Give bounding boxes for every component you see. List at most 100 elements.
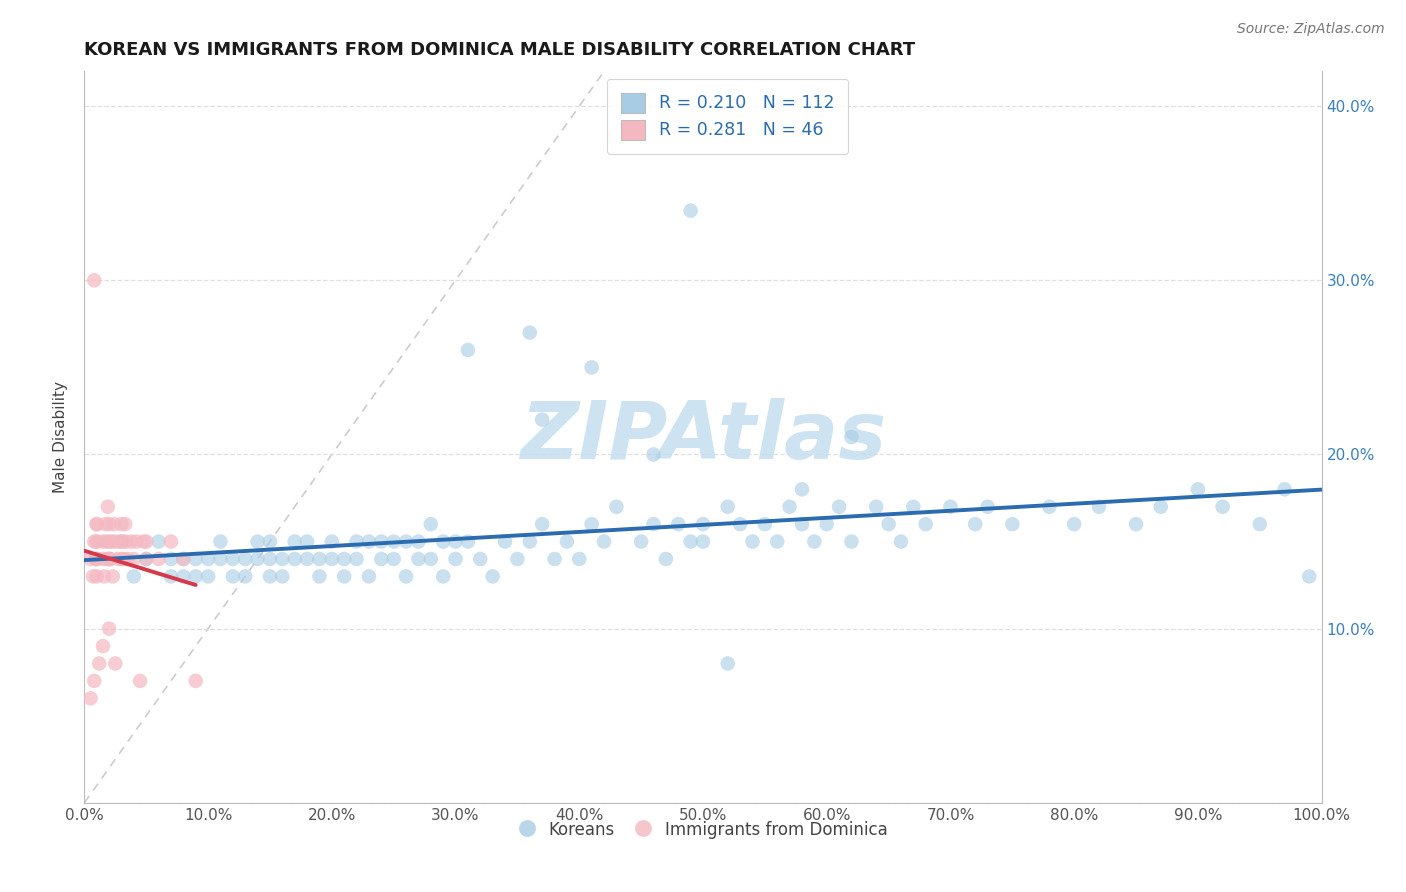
Point <box>104 534 127 549</box>
Point <box>1001 517 1024 532</box>
Point <box>395 534 418 549</box>
Point <box>197 569 219 583</box>
Point <box>519 326 541 340</box>
Point <box>1150 500 1173 514</box>
Point <box>1088 500 1111 514</box>
Point <box>555 534 578 549</box>
Point <box>135 534 157 549</box>
Point <box>148 534 170 549</box>
Point <box>184 552 207 566</box>
Point <box>91 552 114 566</box>
Point <box>110 552 132 566</box>
Point <box>94 517 117 532</box>
Point <box>692 517 714 532</box>
Point <box>86 552 108 566</box>
Point <box>86 517 108 532</box>
Point <box>346 552 368 566</box>
Point <box>728 517 751 532</box>
Point <box>382 534 405 549</box>
Point <box>98 517 121 532</box>
Point <box>96 552 118 566</box>
Point <box>408 552 430 566</box>
Point <box>457 343 479 357</box>
Point <box>98 622 121 636</box>
Point <box>543 552 565 566</box>
Point <box>494 534 516 549</box>
Point <box>841 430 863 444</box>
Point <box>83 534 105 549</box>
Point <box>692 534 714 549</box>
Point <box>779 500 801 514</box>
Point <box>643 517 665 532</box>
Point <box>321 552 343 566</box>
Point <box>246 534 269 549</box>
Point <box>395 569 418 583</box>
Point <box>666 517 689 532</box>
Point <box>432 569 454 583</box>
Point <box>86 552 108 566</box>
Point <box>741 534 763 549</box>
Point <box>79 552 101 566</box>
Point <box>643 448 665 462</box>
Point <box>370 552 392 566</box>
Point <box>333 552 356 566</box>
Point <box>531 412 554 426</box>
Point <box>112 552 135 566</box>
Point <box>233 569 256 583</box>
Point <box>135 552 157 566</box>
Point <box>259 552 281 566</box>
Point <box>370 534 392 549</box>
Text: ZIPAtlas: ZIPAtlas <box>520 398 886 476</box>
Point <box>357 569 380 583</box>
Point <box>630 534 652 549</box>
Point <box>135 552 157 566</box>
Point <box>1038 500 1060 514</box>
Point <box>457 534 479 549</box>
Point <box>679 203 702 218</box>
Y-axis label: Male Disability: Male Disability <box>53 381 69 493</box>
Point <box>111 534 134 549</box>
Point <box>382 552 405 566</box>
Point <box>89 657 111 671</box>
Point <box>184 569 207 583</box>
Point <box>976 500 998 514</box>
Point <box>444 552 467 566</box>
Point <box>790 517 813 532</box>
Point <box>160 534 183 549</box>
Point <box>233 552 256 566</box>
Point <box>83 273 105 287</box>
Point <box>432 534 454 549</box>
Point <box>104 657 127 671</box>
Point <box>754 517 776 532</box>
Point <box>271 552 294 566</box>
Point <box>115 534 138 549</box>
Point <box>593 534 616 549</box>
Point <box>108 534 131 549</box>
Point <box>98 534 121 549</box>
Point <box>470 552 492 566</box>
Point <box>1125 517 1147 532</box>
Point <box>82 569 104 583</box>
Point <box>581 517 603 532</box>
Point <box>1212 500 1234 514</box>
Point <box>209 552 232 566</box>
Point <box>86 534 108 549</box>
Point <box>271 569 294 583</box>
Point <box>259 569 281 583</box>
Point <box>828 500 851 514</box>
Point <box>890 534 912 549</box>
Point <box>717 500 740 514</box>
Point <box>531 517 554 532</box>
Point <box>222 552 245 566</box>
Point <box>98 552 121 566</box>
Point <box>91 639 114 653</box>
Point <box>1063 517 1085 532</box>
Point <box>97 500 120 514</box>
Point <box>1298 569 1320 583</box>
Point <box>581 360 603 375</box>
Point <box>197 552 219 566</box>
Point <box>93 569 115 583</box>
Point <box>86 534 108 549</box>
Point <box>172 569 194 583</box>
Point <box>679 534 702 549</box>
